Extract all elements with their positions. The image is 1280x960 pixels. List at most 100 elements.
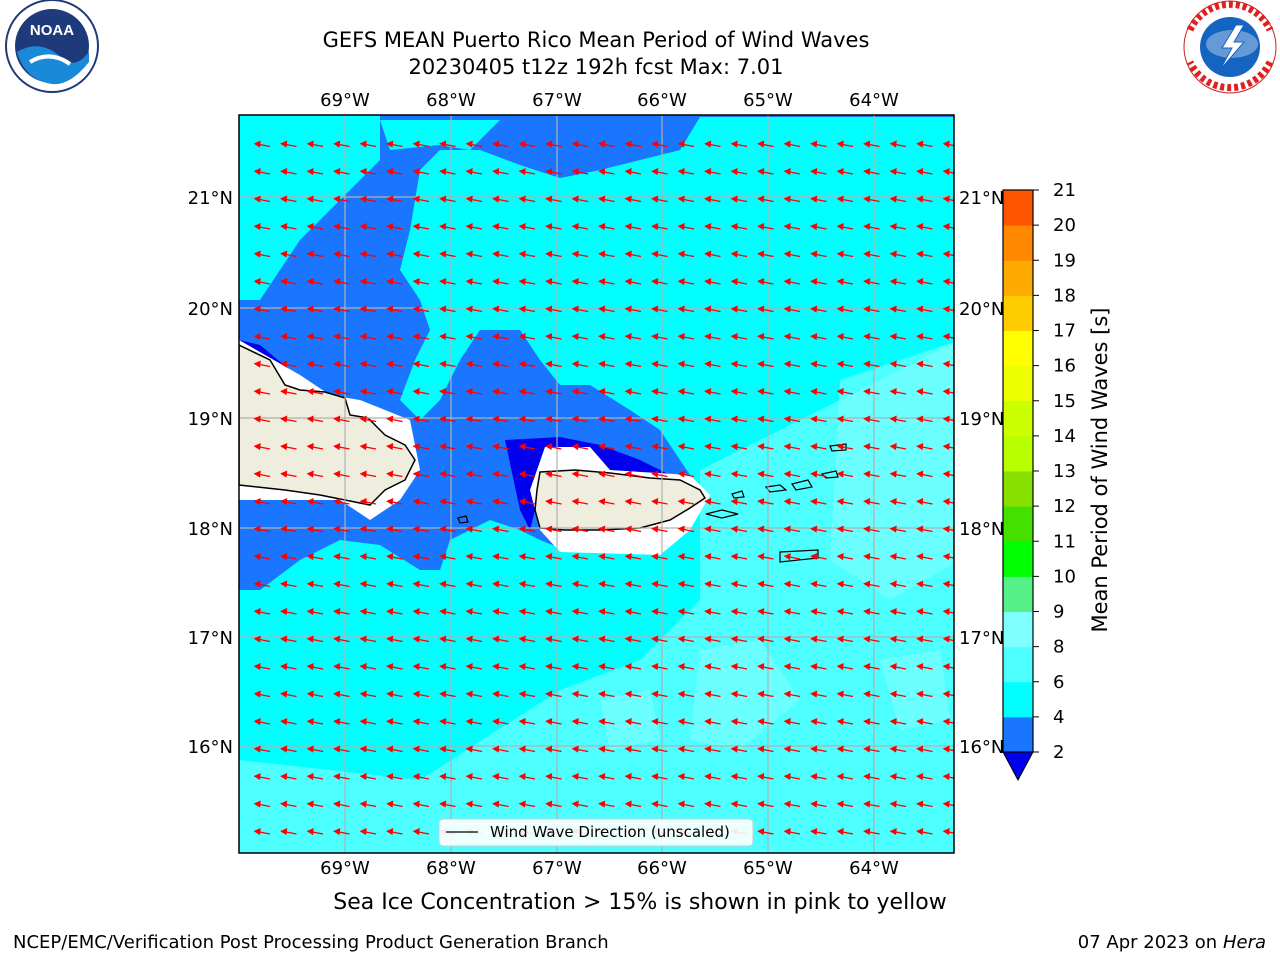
wind-arrow-head bbox=[306, 745, 314, 753]
colorbar-segment bbox=[1003, 506, 1033, 542]
wind-arrow-head bbox=[942, 635, 950, 643]
wind-arrow-head bbox=[677, 635, 685, 643]
wind-arrow-head bbox=[359, 525, 367, 533]
wind-arrow-head bbox=[624, 745, 632, 753]
lat-label: 16°N bbox=[959, 737, 1004, 758]
wind-arrow-head bbox=[545, 800, 553, 808]
wind-arrow-head bbox=[465, 580, 473, 588]
wind-arrow-head bbox=[598, 662, 606, 671]
wind-arrow-head bbox=[465, 690, 473, 698]
wind-arrow-head bbox=[465, 552, 473, 561]
wind-arrow-head bbox=[333, 277, 341, 286]
wind-arrow-head bbox=[253, 140, 261, 148]
wind-arrow-head bbox=[810, 525, 818, 533]
wind-arrow-head bbox=[253, 690, 261, 698]
wind-arrow-head bbox=[836, 250, 844, 258]
wind-arrow-head bbox=[571, 580, 579, 588]
wind-arrow-head bbox=[386, 717, 394, 726]
wind-arrow-head bbox=[545, 277, 553, 286]
wind-arrow-head bbox=[492, 277, 500, 286]
wind-arrow-head bbox=[730, 167, 738, 176]
wind-arrow-head bbox=[863, 167, 871, 176]
wind-arrow-head bbox=[836, 552, 844, 561]
wind-arrow-head bbox=[518, 387, 526, 396]
wind-arrow-head bbox=[253, 470, 261, 478]
wind-arrow-head bbox=[704, 607, 712, 616]
wind-arrow-head bbox=[942, 305, 950, 313]
wind-arrow-head bbox=[704, 552, 712, 561]
wind-arrow-head bbox=[598, 717, 606, 726]
wind-arrow-head bbox=[465, 195, 473, 203]
wind-arrow-head bbox=[704, 277, 712, 286]
wind-arrow-head bbox=[598, 442, 606, 451]
wind-arrow-head bbox=[280, 717, 288, 726]
wind-arrow-head bbox=[651, 305, 659, 313]
wind-arrow-head bbox=[386, 772, 394, 781]
wind-arrow-head bbox=[253, 387, 261, 396]
wind-arrow-head bbox=[730, 415, 738, 423]
wind-arrow-head bbox=[571, 250, 579, 258]
wind-arrow-head bbox=[598, 745, 606, 753]
wind-arrow-head bbox=[677, 662, 685, 671]
lon-label: 68°W bbox=[426, 90, 476, 111]
colorbar-segment bbox=[1003, 541, 1033, 577]
wind-arrow-head bbox=[359, 277, 367, 286]
lat-label: 20°N bbox=[188, 299, 233, 320]
wind-arrow-head bbox=[889, 525, 897, 533]
wind-arrow-head bbox=[624, 415, 632, 423]
wind-arrow-head bbox=[386, 222, 394, 231]
wind-arrow-head bbox=[306, 525, 314, 533]
wind-arrow-head bbox=[571, 470, 579, 478]
wind-arrow-head bbox=[942, 690, 950, 698]
wind-arrow-head bbox=[624, 607, 632, 616]
wind-arrow-head bbox=[571, 552, 579, 561]
wind-arrow-head bbox=[439, 277, 447, 286]
wind-arrow-head bbox=[836, 525, 844, 533]
wind-arrow-head bbox=[333, 745, 341, 753]
wind-arrow-head bbox=[412, 800, 420, 808]
lon-labels-bottom: 69°W 68°W 67°W 66°W 65°W 64°W bbox=[320, 858, 899, 879]
colorbar-segment bbox=[1003, 646, 1033, 683]
colorbar-segment bbox=[1003, 400, 1033, 437]
wind-arrow-head bbox=[386, 607, 394, 616]
wind-arrow-head bbox=[863, 387, 871, 396]
wind-arrow-head bbox=[545, 195, 553, 203]
wind-arrow-head bbox=[386, 250, 394, 258]
wind-arrow-head bbox=[492, 662, 500, 671]
wind-arrow-head bbox=[518, 360, 526, 368]
wind-arrow-head bbox=[465, 772, 473, 781]
wind-arrow-head bbox=[624, 662, 632, 671]
wind-arrow-head bbox=[465, 635, 473, 643]
wind-arrow-head bbox=[863, 607, 871, 616]
wind-arrow-head bbox=[518, 277, 526, 286]
wind-arrow-head bbox=[571, 717, 579, 726]
wind-arrow-head bbox=[916, 717, 924, 726]
wind-arrow-head bbox=[942, 525, 950, 533]
wind-arrow-head bbox=[598, 140, 606, 148]
wind-arrow-head bbox=[571, 607, 579, 616]
wind-arrow-head bbox=[704, 635, 712, 643]
wind-arrow-head bbox=[253, 277, 261, 286]
wind-arrow-head bbox=[783, 360, 791, 368]
wind-arrow-head bbox=[757, 140, 765, 148]
wind-arrow-head bbox=[651, 332, 659, 341]
wind-arrow-head bbox=[359, 140, 367, 148]
wind-arrow-head bbox=[783, 772, 791, 781]
wind-arrow-head bbox=[386, 415, 394, 423]
wind-arrow-head bbox=[757, 607, 765, 616]
wind-arrow-head bbox=[863, 635, 871, 643]
wind-arrow-head bbox=[412, 827, 420, 836]
wind-arrow-head bbox=[757, 470, 765, 478]
wind-arrow-head bbox=[757, 717, 765, 726]
wind-arrow-head bbox=[836, 717, 844, 726]
wind-arrow-head bbox=[836, 415, 844, 423]
wind-arrow-head bbox=[889, 580, 897, 588]
wind-arrow-head bbox=[810, 332, 818, 341]
wind-arrow-head bbox=[598, 332, 606, 341]
wind-arrow-head bbox=[492, 195, 500, 203]
colorbar-segment bbox=[1003, 471, 1033, 507]
wind-arrow-head bbox=[253, 525, 261, 533]
wind-arrow-head bbox=[571, 305, 579, 313]
wind-arrow-head bbox=[439, 800, 447, 808]
wind-arrow-head bbox=[704, 525, 712, 533]
